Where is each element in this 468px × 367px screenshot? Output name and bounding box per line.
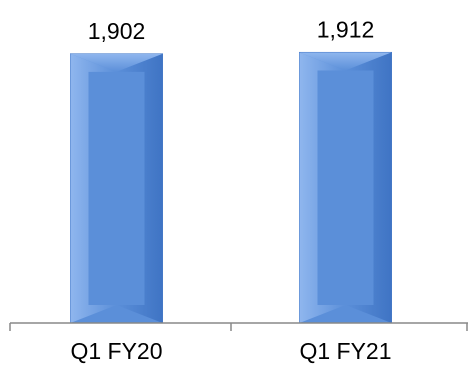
bar-2 xyxy=(299,51,392,324)
bar-face xyxy=(88,71,145,305)
value-label-2: 1,912 xyxy=(317,16,375,42)
bar-bevel-top xyxy=(70,53,163,72)
x-tick-label-2: Q1 FY21 xyxy=(299,338,391,364)
bar-1 xyxy=(70,53,163,324)
x-tick-label-1: Q1 FY20 xyxy=(70,338,162,364)
value-labels-group: 1,902 1,912 xyxy=(88,16,375,43)
bars-group xyxy=(70,51,392,324)
bar-face xyxy=(317,70,374,306)
value-label-1: 1,902 xyxy=(88,18,146,44)
x-axis xyxy=(9,322,468,331)
bar-bevel-top xyxy=(299,52,392,71)
x-tick-labels-group: Q1 FY20 Q1 FY21 xyxy=(70,338,391,364)
